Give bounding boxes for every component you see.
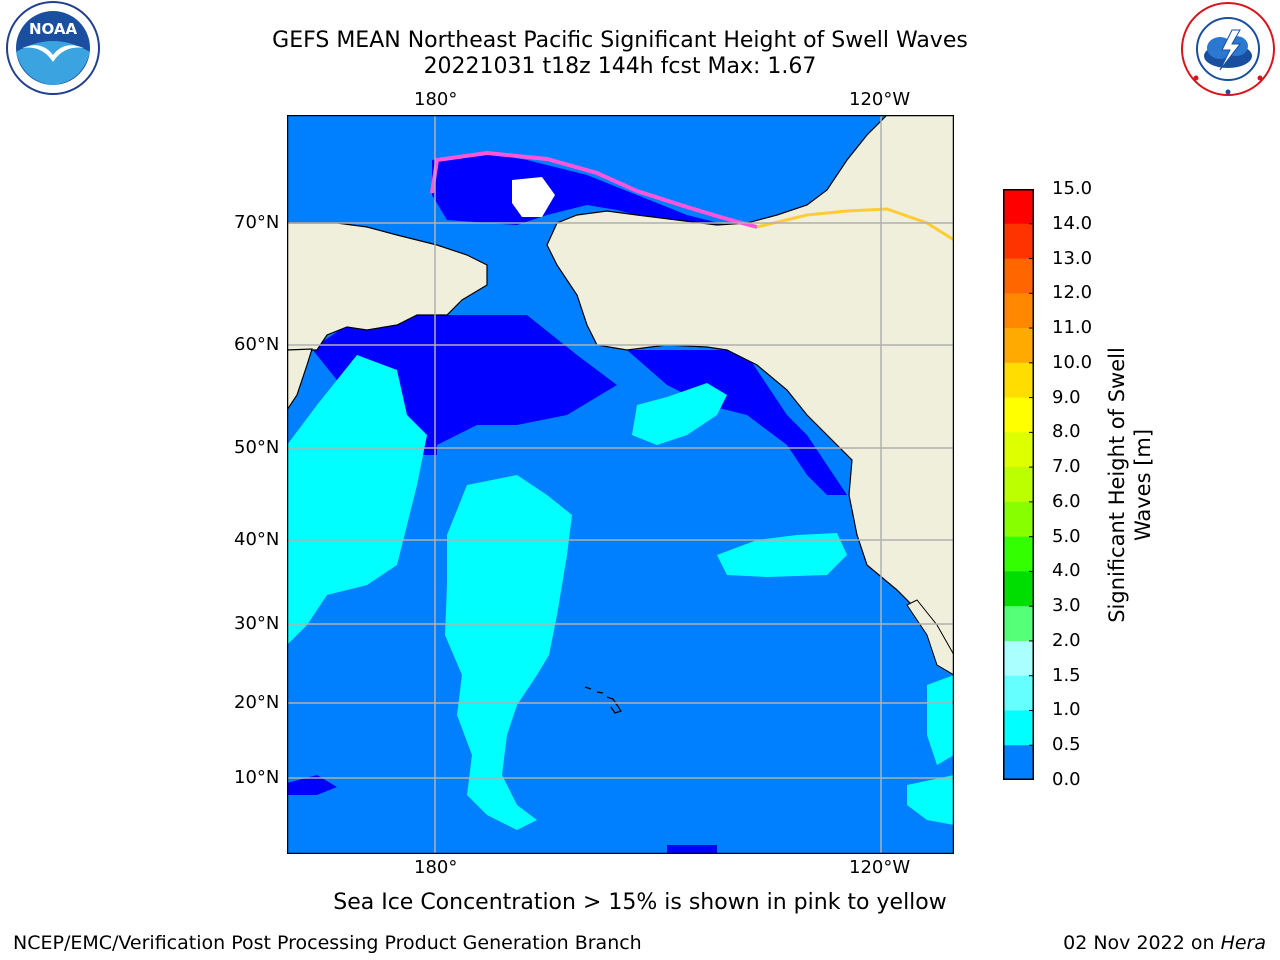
colorbar-segment — [1003, 606, 1034, 642]
gridlines — [287, 115, 954, 854]
lat-label-70n: 70°N — [234, 212, 280, 233]
title-line-1: GEFS MEAN Northeast Pacific Significant … — [272, 28, 968, 53]
colorbar-tick-label: 11.0 — [1052, 317, 1093, 339]
lat-label-10n: 10°N — [234, 767, 280, 788]
colorbar-segment — [1003, 258, 1034, 294]
colorbar-segment — [1003, 675, 1034, 711]
lat-label-60n: 60°N — [234, 334, 280, 355]
colorbar-tick-label: 5.0 — [1052, 525, 1081, 547]
colorbar-segment — [1003, 571, 1034, 607]
colorbar-tick-label: 7.0 — [1052, 456, 1081, 478]
ocean-mid-se1 — [927, 675, 954, 765]
colorbar — [1003, 188, 1034, 781]
sea-ice-edge-pink — [430, 150, 758, 229]
colorbar-frame — [1003, 189, 1034, 780]
lat-label-50n: 50°N — [234, 437, 280, 458]
footer-right: 02 Nov 2022 on Hera — [1063, 932, 1266, 954]
colorbar-tick-label: 4.0 — [1052, 560, 1081, 582]
colorbar-tick-label: 6.0 — [1052, 490, 1081, 512]
colorbar-segment — [1003, 362, 1034, 399]
colorbar-tick-label: 10.0 — [1052, 351, 1093, 373]
colorbar-tick-label: 1.0 — [1052, 699, 1081, 721]
footer-machine: Hera — [1220, 932, 1266, 954]
colorbar-tick-label: 0.5 — [1052, 734, 1081, 756]
colorbar-segment — [1003, 640, 1034, 677]
ocean-low-bottom — [667, 845, 717, 854]
land-kamchatka — [287, 348, 313, 412]
colorbar-svg — [1003, 188, 1034, 781]
colorbar-tick-label: 15.0 — [1052, 178, 1093, 199]
swell-height-map — [287, 115, 954, 854]
ocean-mid-se2 — [907, 775, 954, 825]
colorbar-segment — [1003, 501, 1034, 538]
lat-label-20n: 20°N — [234, 692, 280, 713]
colorbar-segment — [1003, 467, 1034, 503]
bottom-lon-label-180: 180° — [414, 857, 458, 878]
colorbar-tick-label: 8.0 — [1052, 421, 1081, 443]
nws-logo — [1178, 0, 1278, 98]
title-line-2: 20221031 t18z 144h fcst Max: 1.67 — [423, 54, 817, 79]
sea-ice-note: Sea Ice Concentration > 15% is shown in … — [333, 890, 947, 915]
colorbar-segment — [1003, 536, 1034, 572]
footer-date: 02 Nov 2022 on — [1063, 932, 1221, 954]
lat-label-40n: 40°N — [234, 529, 280, 550]
colorbar-tick-label: 2.0 — [1052, 629, 1081, 651]
colorbar-tick-label: 1.5 — [1052, 664, 1081, 686]
colorbar-segment — [1003, 710, 1034, 746]
footer-left: NCEP/EMC/Verification Post Processing Pr… — [13, 932, 642, 954]
top-lon-label-180: 180° — [414, 89, 458, 110]
colorbar-tick-label: 9.0 — [1052, 386, 1081, 408]
ocean-mid-west — [287, 355, 427, 645]
colorbar-segment — [1003, 189, 1034, 225]
land-baja — [906, 599, 954, 676]
land-asia — [287, 222, 488, 351]
colorbar-segment — [1003, 745, 1034, 781]
colorbar-segment — [1003, 397, 1034, 433]
sea-ice-openings — [512, 177, 555, 217]
colorbar-label-line-2: Waves [m] — [1131, 428, 1155, 542]
ocean-mid-gulf — [632, 383, 727, 445]
map-frame — [287, 115, 954, 854]
ocean-mid-east — [717, 533, 847, 577]
noaa-logo-text: NOAA — [29, 20, 78, 38]
top-lon-label-120w: 120°W — [849, 89, 911, 110]
colorbar-label-line-1: Significant Height of Swell — [1105, 347, 1129, 623]
lat-label-30n: 30°N — [234, 613, 280, 634]
colorbar-tick-label: 14.0 — [1052, 212, 1093, 234]
noaa-logo: NOAA — [2, 0, 104, 96]
land-hawaii — [584, 686, 622, 714]
sea-ice-edge-yellow — [756, 207, 954, 242]
colorbar-tick-label: 13.0 — [1052, 247, 1093, 269]
colorbar-segment — [1003, 223, 1034, 260]
ocean-low-gulf — [627, 350, 847, 495]
colorbar-segment — [1003, 293, 1034, 329]
ocean-low-equator — [287, 775, 337, 795]
colorbar-segment — [1003, 432, 1034, 468]
colorbar-tick-label: 0.0 — [1052, 769, 1081, 790]
ocean-low-arctic — [432, 153, 757, 233]
colorbar-tick-label: 12.0 — [1052, 282, 1093, 304]
colorbar-segment — [1003, 328, 1034, 364]
ocean-mid-central — [445, 475, 572, 830]
bottom-lon-label-120w: 120°W — [849, 857, 911, 878]
colorbar-tick-label: 3.0 — [1052, 595, 1081, 617]
